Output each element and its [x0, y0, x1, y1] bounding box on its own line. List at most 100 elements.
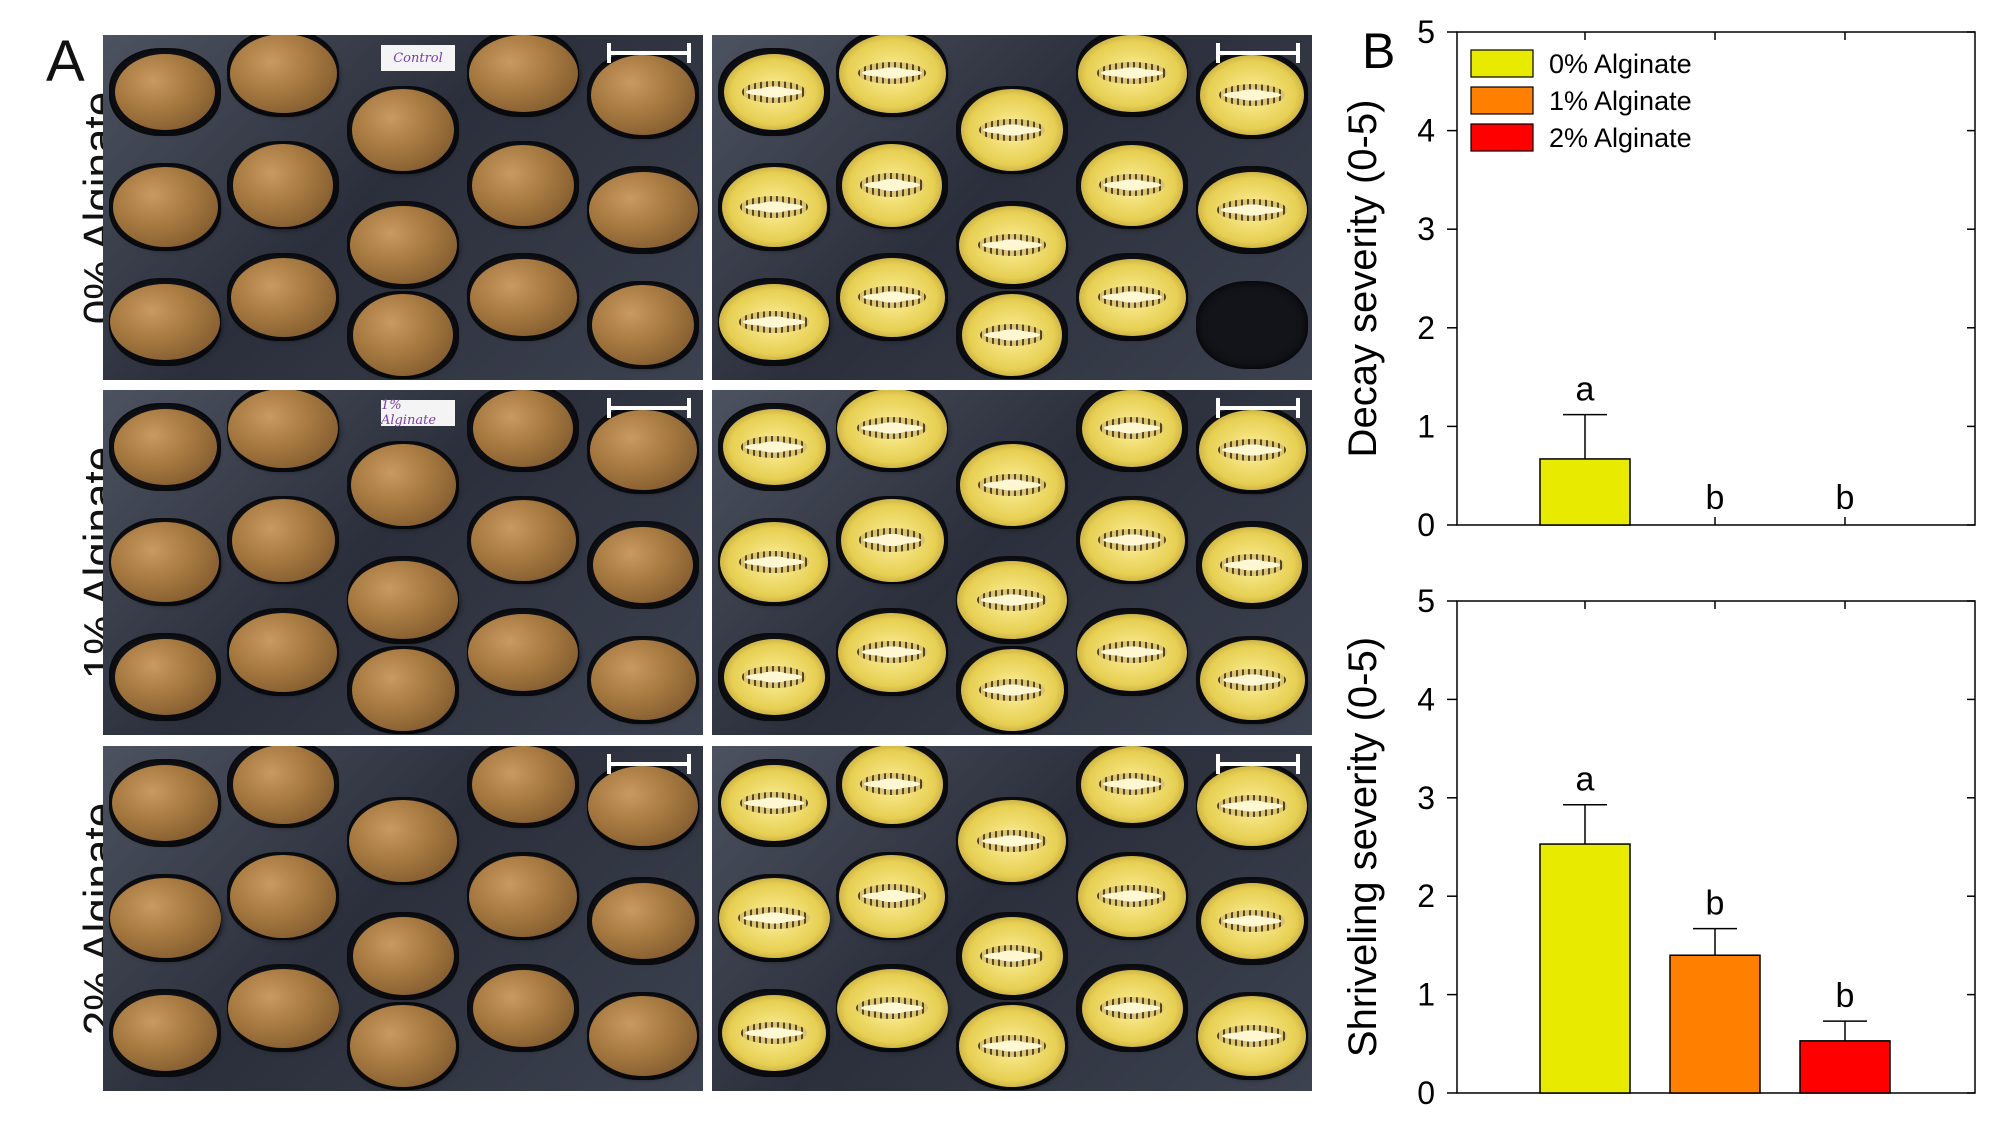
kiwi-half — [722, 409, 826, 485]
significance-letter: b — [1836, 479, 1855, 517]
kiwi-half — [839, 854, 945, 938]
tray-label: Control — [381, 45, 455, 71]
whole-fruit-photo-2 — [103, 746, 703, 1091]
kiwi-half — [957, 561, 1067, 639]
kiwi-half — [1081, 144, 1183, 226]
kiwi-half — [961, 917, 1063, 995]
kiwi-half — [1082, 390, 1182, 467]
y-tick-label: 1 — [1417, 408, 1435, 444]
y-tick-label: 2 — [1417, 878, 1435, 914]
kiwi-half — [723, 639, 825, 715]
kiwi-fruit — [470, 499, 576, 581]
y-tick-label: 2 — [1417, 310, 1435, 346]
kiwi-half — [718, 878, 830, 958]
kiwi-half — [1198, 996, 1306, 1076]
kiwi-half — [958, 206, 1066, 284]
panel-b-letter: B — [1362, 23, 1395, 79]
kiwi-half — [719, 284, 829, 360]
legend-swatch-2 — [1470, 123, 1534, 152]
y-tick-label: 5 — [1417, 14, 1435, 50]
kiwi-fruit — [233, 143, 333, 227]
kiwi-half — [840, 498, 944, 582]
tray-slot — [1196, 281, 1308, 369]
kiwi-fruit — [114, 639, 216, 715]
kiwi-fruit — [469, 258, 577, 336]
kiwi-fruit — [353, 294, 453, 376]
kiwi-half — [960, 649, 1064, 731]
kiwi-fruit — [348, 561, 458, 639]
bar-0 — [1539, 843, 1631, 1094]
kiwi-half — [1197, 766, 1307, 846]
cut-fruit-photo-2 — [712, 746, 1312, 1091]
scale-bar — [1216, 43, 1300, 63]
y-tick-label: 1 — [1417, 977, 1435, 1013]
kiwi-fruit — [468, 35, 578, 112]
kiwi-fruit — [592, 285, 694, 365]
kiwi-half — [1079, 499, 1185, 581]
kiwi-half — [959, 444, 1065, 526]
kiwi-fruit — [473, 390, 573, 467]
kiwi-half — [1199, 640, 1305, 720]
kiwi-half — [838, 35, 946, 113]
y-tick-label: 3 — [1417, 780, 1435, 816]
significance-letter: a — [1576, 761, 1595, 799]
kiwi-half — [842, 143, 942, 227]
kiwi-fruit — [472, 969, 574, 1047]
kiwi-fruit — [593, 527, 693, 603]
kiwi-fruit — [591, 883, 695, 959]
significance-letter: b — [1706, 479, 1725, 517]
kiwi-fruit — [109, 878, 221, 958]
y-tick-label: 0 — [1417, 507, 1435, 543]
kiwi-half — [961, 89, 1063, 171]
kiwi-fruit — [591, 55, 695, 135]
kiwi-fruit — [589, 410, 697, 490]
kiwi-fruit — [110, 284, 220, 360]
kiwi-fruit — [589, 996, 697, 1076]
whole-fruit-photo-0: Control — [103, 35, 703, 380]
kiwi-fruit — [112, 167, 218, 247]
kiwi-half — [1200, 883, 1304, 959]
kiwi-fruit — [230, 854, 336, 938]
bar-0 — [1539, 458, 1631, 526]
legend-label-1: 1% Alginate — [1549, 86, 1692, 116]
kiwi-fruit — [468, 613, 578, 691]
panel-a-letter: A — [46, 29, 85, 94]
kiwi-half — [722, 995, 826, 1071]
kiwi-fruit — [588, 172, 698, 248]
kiwi-fruit — [113, 995, 217, 1071]
kiwi-fruit — [113, 409, 217, 485]
kiwi-fruit — [112, 765, 218, 841]
kiwi-fruit — [350, 1005, 456, 1087]
chart-frame — [1456, 600, 1976, 1094]
legend-label-0: 0% Alginate — [1549, 49, 1692, 79]
significance-letter: a — [1576, 371, 1595, 409]
kiwi-half — [837, 390, 947, 468]
scale-bar — [607, 754, 691, 774]
kiwi-half — [1078, 855, 1186, 937]
y-tick-label: 5 — [1417, 583, 1435, 619]
significance-letter: b — [1706, 885, 1725, 923]
whole-fruit-photo-1: 1% Alginate — [103, 390, 703, 735]
kiwi-half — [1077, 35, 1187, 112]
y-tick-label: 0 — [1417, 1075, 1435, 1111]
chart-0: 0 1 2 3 4 5 Decay severity (0-5) a b b 0% Alginate… — [1341, 14, 1976, 543]
cut-fruit-photo-0 — [712, 35, 1312, 380]
legend-swatch-1 — [1470, 86, 1534, 115]
kiwi-half — [1081, 969, 1183, 1047]
kiwi-fruit — [228, 390, 338, 468]
kiwi-half — [1077, 613, 1187, 691]
kiwi-fruit — [588, 766, 698, 846]
kiwi-half — [839, 257, 945, 337]
bar-1 — [1669, 954, 1761, 1094]
kiwi-half — [1198, 410, 1306, 490]
tray-label: 1% Alginate — [381, 398, 455, 428]
kiwi-fruit — [351, 649, 455, 731]
kiwi-fruit — [232, 746, 334, 824]
y-axis-label: Shriveling severity (0-5) — [1341, 637, 1385, 1057]
kiwi-fruit — [229, 35, 337, 113]
kiwi-half — [1202, 527, 1302, 603]
chart-1: 0 1 2 3 4 5 Shriveling severity (0-5) a b b — [1341, 583, 1976, 1111]
kiwi-half — [838, 612, 946, 692]
kiwi-fruit — [350, 444, 456, 526]
y-tick-label: 4 — [1417, 113, 1435, 149]
